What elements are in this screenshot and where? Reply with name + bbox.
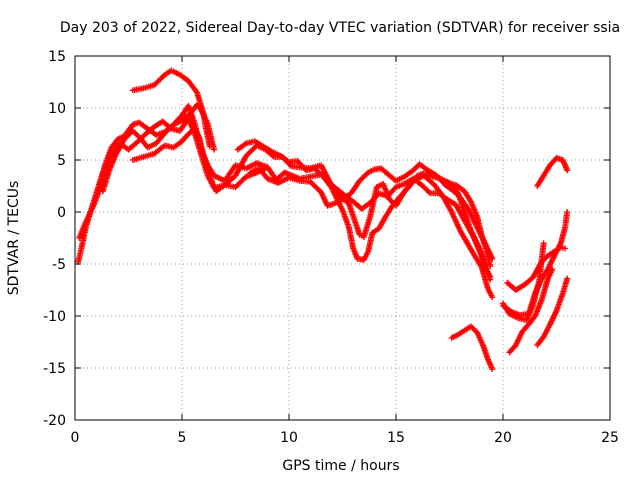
- series-track-15: [534, 154, 571, 189]
- y-tick-label: -5: [52, 257, 66, 273]
- y-tick-label: 10: [48, 101, 66, 117]
- series-track-14: [534, 275, 571, 349]
- series-track-9: [444, 179, 494, 270]
- data-point: [489, 294, 496, 301]
- y-tick-label: -20: [43, 413, 66, 429]
- data-point: [564, 275, 571, 282]
- data-point: [564, 167, 571, 174]
- y-tick-label: 0: [57, 205, 66, 221]
- series-track-4: [129, 125, 496, 301]
- data-point: [489, 366, 496, 373]
- series-track-13: [506, 266, 556, 356]
- x-axis-label: GPS time / hours: [282, 458, 399, 474]
- series-track-5: [99, 101, 218, 195]
- chart-title: Day 203 of 2022, Sidereal Day-to-day VTE…: [60, 20, 620, 36]
- axis-ticks: 0 5 10 15 20 25 -20 -15 -10 -5 0 5 10 15: [43, 49, 619, 446]
- y-tick-label: 15: [48, 49, 66, 65]
- plot-frame: [74, 55, 611, 421]
- y-tick-label: -10: [43, 309, 66, 325]
- y-axis-label: SDTVAR / TECUs: [6, 181, 22, 296]
- data-point: [211, 146, 218, 153]
- data-point: [540, 240, 547, 247]
- data-point: [487, 273, 494, 280]
- y-tick-label: -15: [43, 361, 66, 377]
- plot-area: [75, 67, 571, 373]
- x-tick-label: 20: [494, 430, 512, 446]
- series-track-2: [76, 115, 494, 283]
- series-track-12: [504, 244, 569, 293]
- y-tick-label: 5: [57, 153, 66, 169]
- data-point: [426, 189, 433, 196]
- x-tick-label: 0: [71, 430, 80, 446]
- x-tick-label: 15: [387, 430, 405, 446]
- series-track-7: [247, 161, 496, 262]
- data-point: [562, 245, 569, 252]
- series-track-8: [448, 323, 496, 373]
- x-tick-label: 10: [280, 430, 298, 446]
- x-tick-label: 5: [178, 430, 187, 446]
- plot-border: [74, 55, 611, 421]
- data-point: [564, 209, 571, 215]
- data-point: [487, 263, 494, 270]
- x-tick-label: 25: [601, 430, 619, 446]
- data-point: [549, 266, 556, 273]
- data-point: [489, 255, 496, 262]
- grid: [75, 56, 610, 420]
